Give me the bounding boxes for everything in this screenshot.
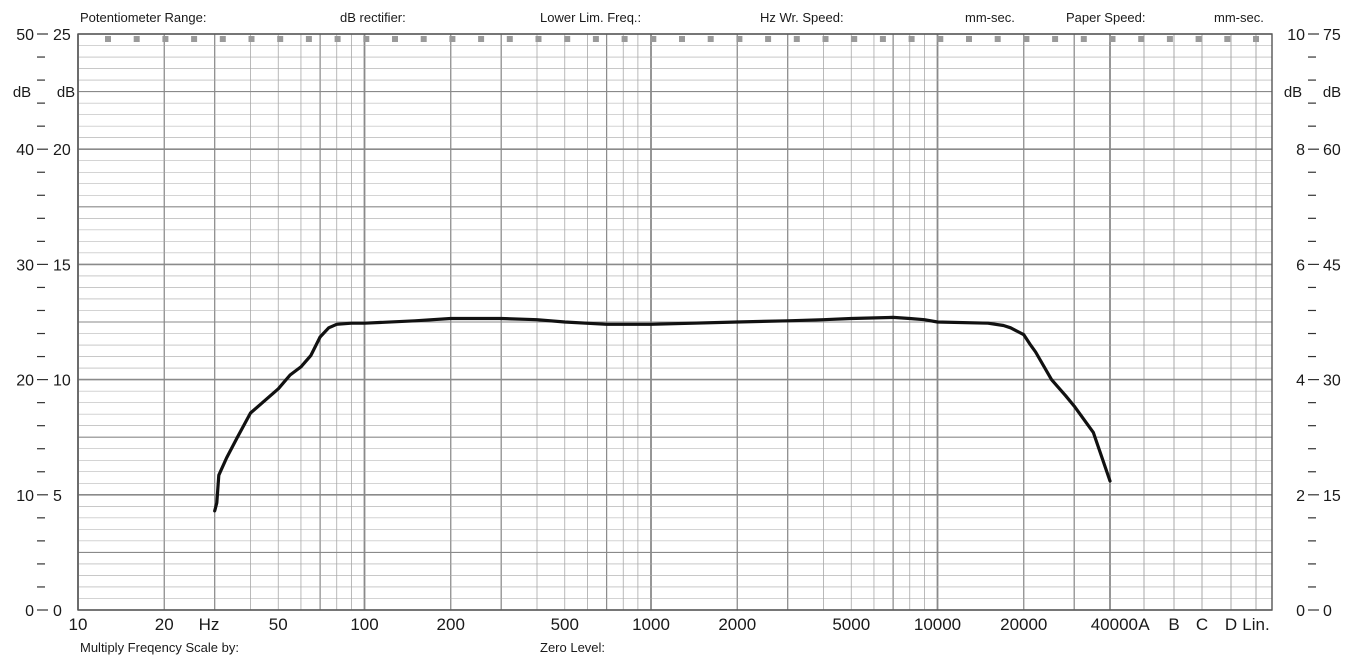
top-marker — [420, 36, 427, 42]
top-marker — [305, 36, 312, 42]
y-right-outer-tick-label: 30 — [1323, 373, 1341, 390]
x-tick-label: 200 — [437, 615, 465, 634]
y-left-outer-tick-label: 0 — [25, 603, 34, 620]
x-extra-label: C — [1196, 615, 1208, 634]
y-right-unit-label: dB — [1323, 84, 1341, 101]
x-extra-label: Lin. — [1242, 615, 1269, 634]
multiply-frequency-label: Multiply Freqency Scale by: — [80, 640, 239, 655]
top-marker — [937, 36, 944, 42]
y-right-inner-tick-label: 2 — [1296, 488, 1305, 505]
x-tick-label: 500 — [551, 615, 579, 634]
top-marker — [966, 36, 972, 42]
y-left-inner-tick-label: 25 — [53, 27, 71, 44]
y-right-inner-tick-label: 8 — [1296, 142, 1305, 159]
top-marker — [851, 36, 858, 42]
lower-lim-freq-label: Lower Lim. Freq.: — [540, 10, 642, 25]
x-unit-label: Hz — [199, 615, 220, 634]
x-tick-label: 10000 — [914, 615, 961, 634]
top-marker — [334, 36, 341, 42]
x-extra-label: D — [1225, 615, 1237, 634]
y-right-unit-label: dB — [1284, 84, 1302, 101]
paper-speed-unit-label: mm-sec. — [1214, 10, 1264, 25]
top-marker — [248, 36, 255, 42]
top-marker — [564, 36, 571, 42]
x-tick-label: 2000 — [718, 615, 756, 634]
y-left-outer-tick-label: 30 — [16, 257, 34, 274]
top-marker — [650, 36, 657, 42]
top-marker — [1109, 36, 1116, 42]
top-marker — [277, 36, 284, 42]
top-marker — [679, 36, 685, 42]
top-marker — [736, 36, 743, 42]
y-left-outer-tick-label: 40 — [16, 142, 34, 159]
y-left-inner-tick-label: 10 — [53, 373, 71, 390]
frequency-response-chart: 504030201002520151050108642075604530150d… — [13, 27, 1341, 634]
y-left-inner-tick-label: 5 — [53, 488, 62, 505]
hz-wr-speed-label: Hz Wr. Speed: — [760, 10, 844, 25]
y-left-unit-label: dB — [13, 84, 31, 101]
plot-frame — [77, 33, 1273, 611]
y-right-outer-tick-label: 60 — [1323, 142, 1341, 159]
top-marker — [162, 36, 169, 42]
response-curve — [213, 315, 1112, 513]
top-marker — [191, 36, 198, 42]
db-rectifier-label: dB rectifier: — [340, 10, 406, 25]
top-marker — [363, 36, 370, 42]
y-right-outer-tick-label: 0 — [1323, 603, 1332, 620]
x-tick-label: 100 — [350, 615, 378, 634]
top-marker — [1023, 36, 1030, 42]
top-marker — [219, 36, 226, 42]
x-extra-label: A — [1138, 615, 1150, 634]
paper-speed-label: Paper Speed: — [1066, 10, 1146, 25]
y-right-inner-tick-label: 6 — [1296, 257, 1305, 274]
top-marker — [535, 36, 542, 42]
top-marker — [765, 36, 772, 42]
y-right-inner-tick-label: 0 — [1296, 603, 1305, 620]
top-marker — [707, 36, 714, 42]
x-extra-label: B — [1168, 615, 1179, 634]
y-left-inner-tick-label: 15 — [53, 257, 71, 274]
top-marker — [994, 36, 1001, 42]
y-left-outer-tick-label: 20 — [16, 373, 34, 390]
mm-sec-label: mm-sec. — [965, 10, 1015, 25]
potentiometer-range-label: Potentiometer Range: — [80, 10, 207, 25]
top-marker — [105, 36, 111, 42]
top-marker — [793, 36, 800, 42]
top-marker — [1224, 36, 1231, 42]
y-left-unit-label: dB — [57, 84, 75, 101]
top-marker — [506, 36, 513, 42]
y-right-outer-tick-label: 15 — [1323, 488, 1341, 505]
y-right-inner-tick-label: 10 — [1287, 27, 1305, 44]
top-marker — [1052, 36, 1059, 42]
top-marker — [822, 36, 829, 42]
top-marker — [478, 36, 485, 42]
top-marker — [1253, 36, 1259, 42]
y-right-inner-tick-label: 4 — [1296, 373, 1305, 390]
top-marker — [449, 36, 456, 42]
top-marker — [621, 36, 628, 42]
y-right-outer-tick-label: 75 — [1323, 27, 1341, 44]
y-left-inner-tick-label: 20 — [53, 142, 71, 159]
top-marker — [908, 36, 915, 42]
top-marker — [1080, 36, 1087, 42]
x-tick-label: 5000 — [832, 615, 870, 634]
x-tick-label: 1000 — [632, 615, 670, 634]
top-marker — [1195, 36, 1202, 42]
x-tick-label: 20000 — [1000, 615, 1047, 634]
top-marker — [1138, 36, 1145, 42]
y-left-outer-tick-label: 50 — [16, 27, 34, 44]
y-right-outer-tick-label: 45 — [1323, 257, 1341, 274]
x-tick-label: 50 — [269, 615, 288, 634]
top-marker — [879, 36, 886, 42]
x-tick-label: 20 — [155, 615, 174, 634]
y-left-outer-tick-label: 10 — [16, 488, 34, 505]
y-left-inner-tick-label: 0 — [53, 603, 62, 620]
top-marker — [133, 36, 140, 42]
zero-level-label: Zero Level: — [540, 640, 606, 655]
top-marker — [1166, 36, 1173, 42]
x-tick-label: 10 — [69, 615, 88, 634]
top-marker — [592, 36, 599, 42]
x-tick-label: 40000 — [1091, 615, 1138, 634]
top-marker — [392, 36, 398, 42]
